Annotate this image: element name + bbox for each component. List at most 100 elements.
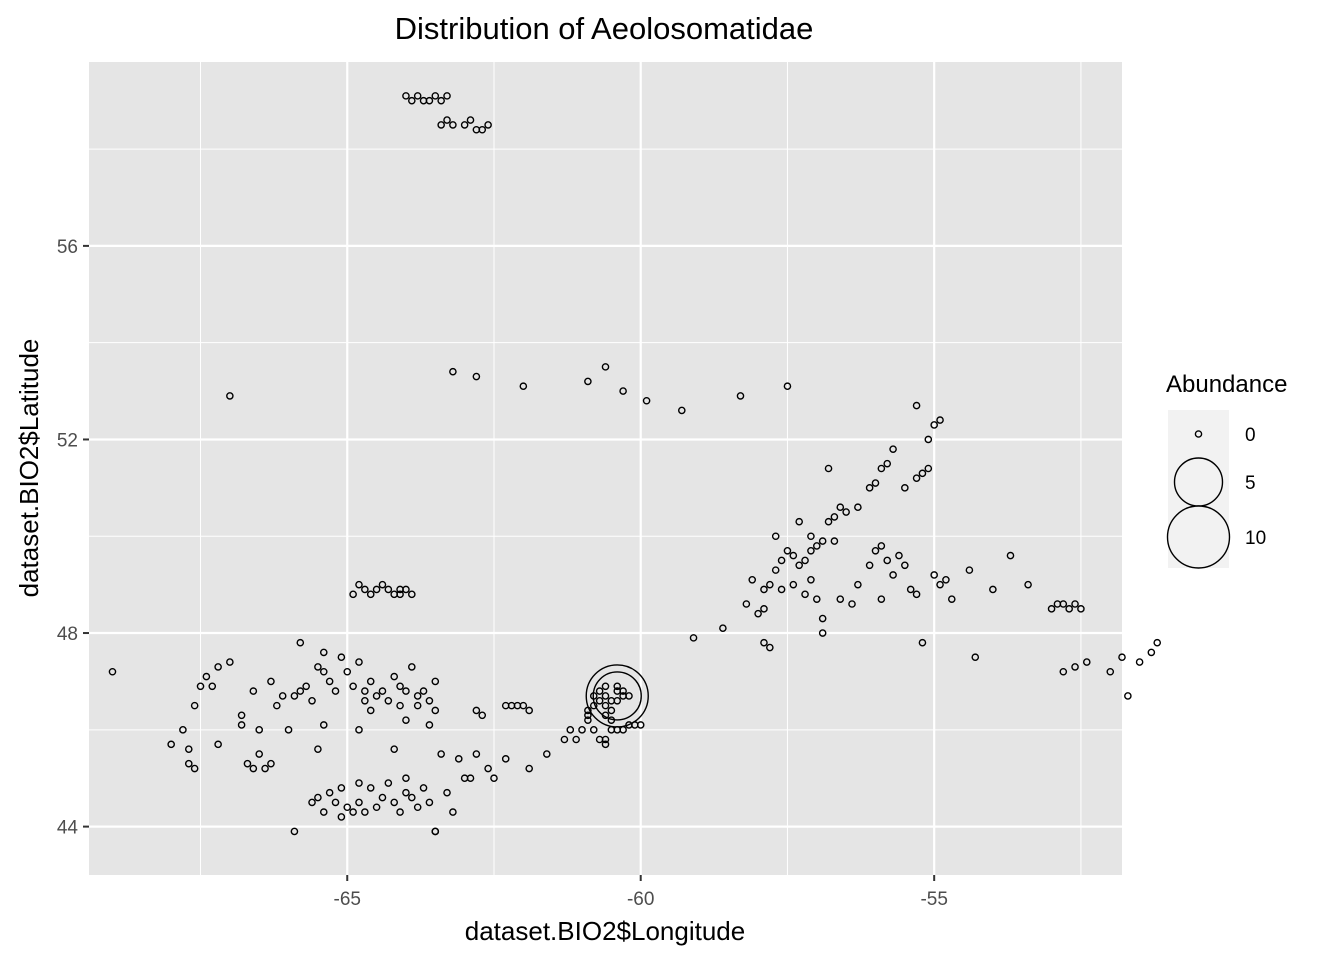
data-point xyxy=(1071,663,1079,671)
y-axis: 44 48 52 56 xyxy=(57,237,89,839)
data-point xyxy=(625,692,633,700)
data-point xyxy=(449,367,457,376)
data-point xyxy=(566,726,575,734)
data-point xyxy=(402,687,410,695)
data-point xyxy=(572,735,580,744)
data-point xyxy=(325,677,334,686)
data-point xyxy=(472,706,481,715)
data-point xyxy=(771,566,780,574)
data-point xyxy=(331,798,340,807)
data-point xyxy=(601,701,610,710)
data-point xyxy=(349,808,357,816)
data-point xyxy=(854,503,862,512)
data-point xyxy=(589,701,598,710)
data-point xyxy=(601,711,610,720)
data-point xyxy=(361,585,369,594)
data-point xyxy=(396,590,404,599)
data-point xyxy=(589,692,598,700)
data-point xyxy=(308,798,316,807)
data-point xyxy=(1135,658,1144,666)
data-point xyxy=(378,687,387,695)
data-point xyxy=(619,726,627,734)
data-point xyxy=(807,546,815,555)
data-point xyxy=(419,687,428,695)
data-point xyxy=(989,585,997,594)
legend-key-background xyxy=(1168,506,1229,568)
data-point xyxy=(584,377,592,386)
data-point xyxy=(190,701,199,710)
data-point xyxy=(396,808,404,816)
data-point xyxy=(419,784,428,792)
data-point xyxy=(584,716,592,724)
data-point xyxy=(766,643,774,652)
data-point xyxy=(290,692,299,700)
data-point xyxy=(337,653,346,662)
data-point xyxy=(936,580,944,589)
data-point xyxy=(607,716,616,724)
data-point xyxy=(454,755,463,763)
data-point xyxy=(202,672,211,681)
legend-title: Abundance xyxy=(1166,371,1287,398)
data-point xyxy=(1147,648,1156,657)
data-point xyxy=(425,696,434,705)
data-point xyxy=(179,726,187,734)
data-point xyxy=(378,793,387,802)
data-point xyxy=(760,585,768,594)
data-point xyxy=(818,614,827,623)
minor-gridlines xyxy=(89,62,1122,875)
data-point xyxy=(396,701,404,710)
data-point xyxy=(484,121,492,129)
data-point xyxy=(184,745,193,753)
data-point xyxy=(871,479,880,487)
data-point xyxy=(795,561,803,570)
data-point xyxy=(443,788,451,797)
legend-key-symbol xyxy=(1166,505,1231,569)
data-point xyxy=(736,392,745,400)
data-point xyxy=(519,701,528,710)
data-point xyxy=(378,580,387,589)
chart-title: Distribution of Aeolosomatidae xyxy=(395,11,814,46)
data-point xyxy=(319,721,328,729)
data-point xyxy=(449,808,457,816)
data-point xyxy=(871,546,880,555)
data-point xyxy=(349,590,357,599)
data-point xyxy=(1059,667,1068,676)
data-point xyxy=(865,484,874,492)
data-point xyxy=(390,798,399,807)
data-point xyxy=(413,92,422,100)
y-tick-label: 44 xyxy=(57,818,79,839)
data-point xyxy=(947,595,956,603)
data-point xyxy=(889,571,897,579)
data-point xyxy=(413,803,422,812)
data-point xyxy=(337,784,346,792)
data-point xyxy=(795,517,803,526)
y-axis-title: dataset.BIO2$Latitude xyxy=(14,339,44,598)
data-point xyxy=(1047,605,1056,613)
data-point xyxy=(372,585,381,594)
data-point xyxy=(525,764,533,773)
data-point xyxy=(214,740,222,749)
data-point xyxy=(278,692,287,700)
data-point xyxy=(807,532,815,541)
data-point xyxy=(184,759,193,768)
data-point xyxy=(267,759,275,768)
data-point xyxy=(930,421,938,429)
data-point xyxy=(1153,638,1162,647)
data-point xyxy=(425,798,434,807)
data-point xyxy=(396,682,404,691)
data-point xyxy=(167,740,175,749)
data-point xyxy=(836,503,845,512)
data-point xyxy=(589,726,598,734)
data-point xyxy=(290,827,299,836)
data-point xyxy=(783,382,792,391)
data-point xyxy=(1059,600,1068,608)
data-point xyxy=(501,755,510,763)
data-point xyxy=(877,464,886,473)
data-point xyxy=(337,813,346,821)
data-point xyxy=(261,764,269,773)
data-point xyxy=(226,658,234,666)
data-point xyxy=(384,779,393,787)
data-point xyxy=(836,595,845,603)
data-point xyxy=(402,716,410,724)
data-point xyxy=(601,735,610,744)
